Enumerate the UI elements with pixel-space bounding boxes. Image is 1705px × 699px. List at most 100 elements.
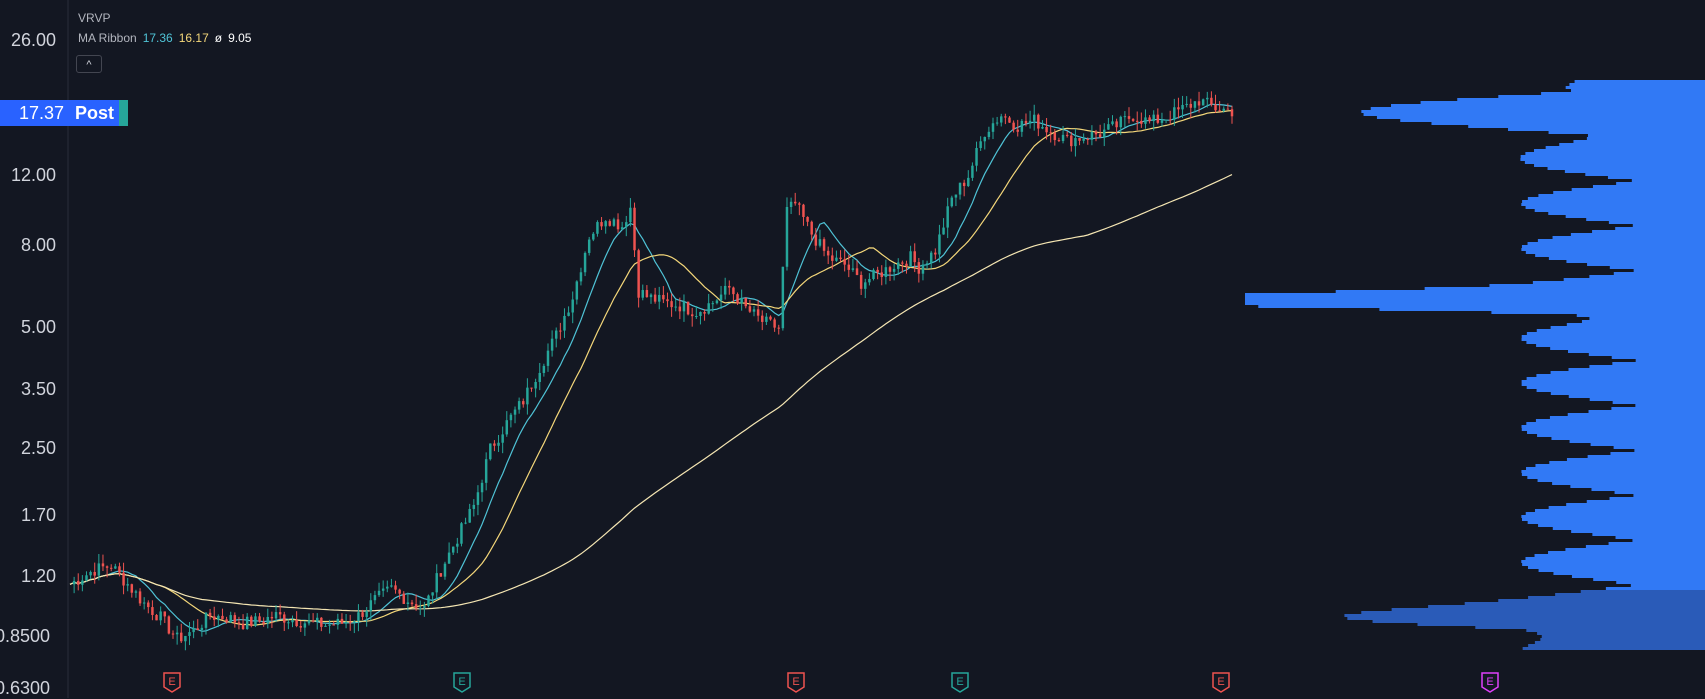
volume-profile-bar bbox=[1424, 287, 1705, 290]
volume-profile-bar bbox=[1538, 524, 1705, 527]
candle bbox=[962, 179, 966, 197]
candle bbox=[270, 611, 274, 628]
candle bbox=[587, 236, 591, 256]
volume-profile-bar bbox=[1521, 335, 1705, 338]
volume-profile-bar bbox=[1363, 113, 1705, 116]
volume-profile-bar bbox=[1589, 317, 1705, 320]
candle-body bbox=[950, 197, 954, 207]
candle-body bbox=[369, 600, 373, 612]
candle-body bbox=[122, 572, 125, 586]
candle-body bbox=[505, 420, 509, 435]
candle-body bbox=[769, 316, 772, 320]
candle-body bbox=[1189, 103, 1193, 108]
candle-body bbox=[509, 414, 513, 421]
candle-body bbox=[262, 621, 265, 624]
candle-body bbox=[719, 294, 723, 301]
candle bbox=[971, 162, 974, 181]
volume-profile-bar bbox=[1537, 239, 1705, 242]
candle bbox=[761, 310, 764, 331]
collapse-legend-button[interactable]: ^ bbox=[76, 55, 102, 73]
candle bbox=[1078, 137, 1081, 146]
candle-body bbox=[196, 628, 199, 631]
candle bbox=[1086, 137, 1090, 145]
candle bbox=[670, 293, 673, 317]
candle bbox=[575, 280, 579, 305]
candle-body bbox=[105, 566, 109, 568]
volume-profile-bar bbox=[1537, 479, 1705, 482]
candle bbox=[616, 213, 620, 233]
candle bbox=[1119, 115, 1122, 136]
candle bbox=[719, 285, 723, 310]
candle-body bbox=[822, 239, 826, 251]
volume-profile-bar bbox=[1611, 407, 1705, 410]
candle bbox=[1094, 129, 1098, 142]
candle-body bbox=[917, 262, 921, 274]
candle-body bbox=[303, 623, 307, 628]
candle bbox=[250, 615, 253, 628]
candle bbox=[954, 194, 958, 207]
volume-profile-bar bbox=[1526, 386, 1705, 389]
candle bbox=[303, 620, 307, 636]
candle bbox=[847, 254, 851, 278]
volume-profile-bar bbox=[1525, 206, 1705, 209]
candle-body bbox=[711, 303, 715, 305]
volume-profile-bar bbox=[1569, 83, 1705, 86]
candle bbox=[810, 220, 813, 241]
candle-body bbox=[287, 622, 290, 624]
candle bbox=[958, 182, 962, 200]
candle-body bbox=[1140, 120, 1143, 124]
candle-body bbox=[1012, 122, 1015, 130]
volume-profile-bar bbox=[1590, 443, 1705, 446]
candle bbox=[559, 322, 562, 340]
candle-body bbox=[995, 122, 999, 124]
volume-profile-bar bbox=[1609, 497, 1705, 500]
candle bbox=[934, 248, 937, 260]
candle bbox=[975, 141, 978, 172]
candle-body bbox=[361, 612, 364, 617]
volume-profile-bar bbox=[1548, 257, 1705, 260]
volume-profile-bar bbox=[1630, 584, 1705, 587]
candle-body bbox=[913, 251, 916, 263]
candle-body bbox=[217, 615, 220, 620]
candle bbox=[1210, 91, 1213, 107]
ma-ribbon-label[interactable]: MA Ribbon bbox=[78, 31, 137, 45]
candle-body bbox=[188, 632, 191, 636]
candle-body bbox=[884, 267, 888, 278]
candle bbox=[550, 330, 554, 357]
candle bbox=[1226, 103, 1230, 110]
volume-profile-bar bbox=[1608, 221, 1705, 224]
candle bbox=[233, 612, 237, 628]
volume-profile-bar bbox=[1527, 476, 1705, 479]
candle bbox=[130, 583, 134, 598]
candle-body bbox=[130, 584, 134, 593]
candle bbox=[592, 232, 595, 242]
candle-body bbox=[250, 616, 253, 626]
candle bbox=[480, 479, 484, 502]
candle bbox=[851, 258, 855, 272]
volume-profile-bar bbox=[1538, 194, 1705, 197]
candle bbox=[781, 266, 785, 331]
candle bbox=[184, 635, 187, 651]
candle-body bbox=[777, 327, 780, 329]
candle bbox=[1004, 113, 1007, 125]
candle-body bbox=[682, 301, 686, 312]
volume-profile-bar bbox=[1608, 542, 1705, 545]
candle-body bbox=[1123, 116, 1127, 118]
candle-body bbox=[843, 258, 846, 265]
candle bbox=[1140, 112, 1143, 128]
volume-profile-bar bbox=[1570, 89, 1705, 92]
candle bbox=[1115, 118, 1118, 135]
candle bbox=[291, 615, 294, 628]
candle bbox=[171, 630, 175, 639]
candle-body bbox=[934, 252, 937, 255]
candle bbox=[802, 203, 805, 226]
candle-body bbox=[270, 616, 274, 619]
candle bbox=[101, 554, 105, 572]
candle-body bbox=[85, 575, 88, 581]
candle-body bbox=[328, 624, 331, 626]
volume-profile-bar bbox=[1521, 338, 1705, 341]
volume-profile-bar bbox=[1420, 101, 1705, 104]
candle-body bbox=[258, 616, 261, 622]
candle-body bbox=[756, 309, 760, 316]
